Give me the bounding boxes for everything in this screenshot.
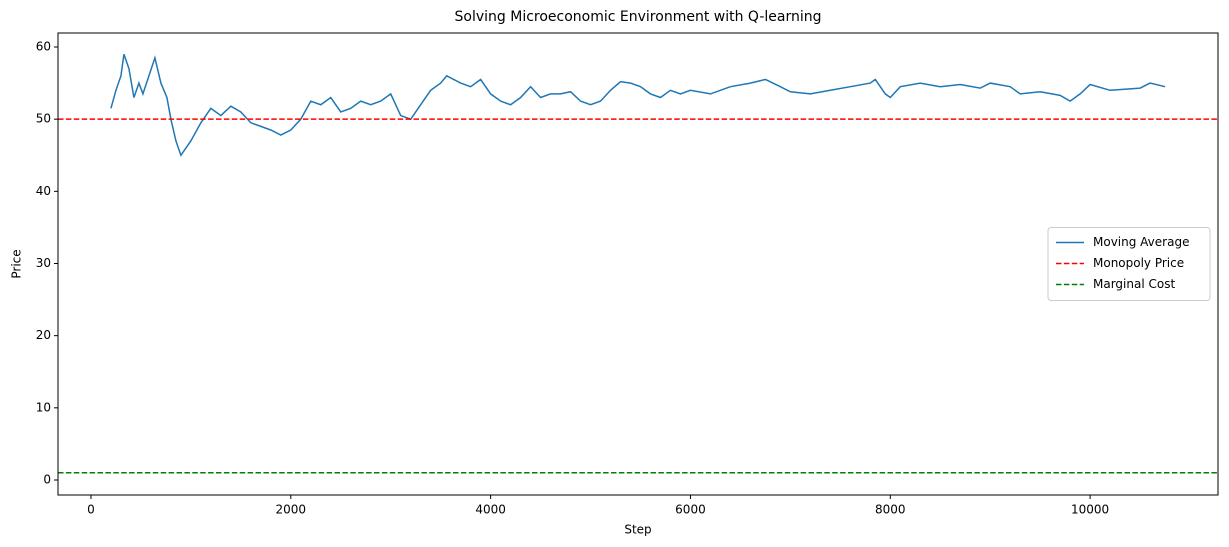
y-tick-label: 20 xyxy=(36,328,51,342)
plot-frame xyxy=(57,32,1219,496)
x-tick-label: 4000 xyxy=(475,503,506,517)
x-tick-label: 2000 xyxy=(276,503,307,517)
legend-label: Marginal Cost xyxy=(1093,277,1175,291)
y-tick-label: 0 xyxy=(43,472,51,486)
y-tick-label: 10 xyxy=(36,400,51,414)
x-tick-label: 8000 xyxy=(875,503,906,517)
x-axis-label: Step xyxy=(624,523,651,537)
y-tick-label: 30 xyxy=(36,256,51,270)
legend-label: Moving Average xyxy=(1093,235,1189,249)
legend-label: Monopoly Price xyxy=(1093,256,1184,270)
chart-title: Solving Microeconomic Environment with Q… xyxy=(455,9,822,25)
y-tick-label: 40 xyxy=(36,184,51,198)
x-tick-label: 10000 xyxy=(1071,503,1109,517)
y-axis-label: Price xyxy=(10,249,24,278)
x-tick-label: 6000 xyxy=(675,503,706,517)
data-line xyxy=(110,53,1166,157)
legend-box xyxy=(1047,227,1211,301)
y-tick-label: 60 xyxy=(36,40,51,54)
x-tick-label: 0 xyxy=(87,503,95,517)
y-tick-label: 50 xyxy=(36,112,51,126)
